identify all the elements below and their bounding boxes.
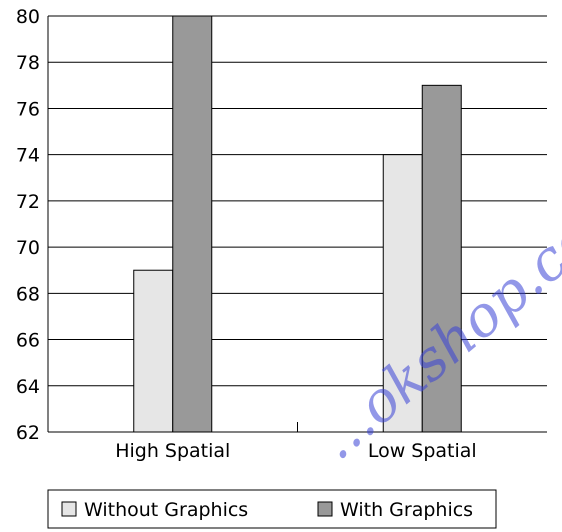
gridlines bbox=[48, 15, 547, 387]
bar-without-graphics-high-spatial bbox=[133, 269, 174, 433]
y-tick-label: 76 bbox=[16, 98, 40, 120]
y-tick-labels: 62 64 66 68 70 72 74 76 78 80 bbox=[16, 6, 40, 444]
axes bbox=[47, 16, 547, 433]
legend: Without Graphics With Graphics bbox=[47, 489, 497, 529]
bars bbox=[133, 15, 462, 433]
y-tick-label: 64 bbox=[16, 376, 40, 398]
legend-swatch-without-graphics bbox=[61, 501, 77, 517]
x-category-labels: High Spatial Low Spatial bbox=[115, 440, 477, 462]
y-tick-label: 68 bbox=[16, 283, 40, 305]
legend-label-without-graphics: Without Graphics bbox=[84, 499, 248, 521]
y-tick-label: 66 bbox=[16, 330, 40, 352]
y-tick-label: 80 bbox=[16, 6, 40, 28]
legend-box bbox=[47, 489, 497, 529]
bar-with-graphics-high-spatial bbox=[172, 15, 213, 433]
legend-label-with-graphics: With Graphics bbox=[340, 499, 473, 521]
y-tick-label: 70 bbox=[16, 237, 40, 259]
x-category-label: Low Spatial bbox=[368, 440, 477, 462]
y-tick-label: 72 bbox=[16, 191, 40, 213]
x-category-label: High Spatial bbox=[115, 440, 230, 462]
legend-swatch-with-graphics bbox=[317, 501, 333, 517]
y-tick-label: 62 bbox=[16, 422, 40, 444]
y-tick-label: 78 bbox=[16, 52, 40, 74]
y-tick-label: 74 bbox=[16, 145, 40, 167]
